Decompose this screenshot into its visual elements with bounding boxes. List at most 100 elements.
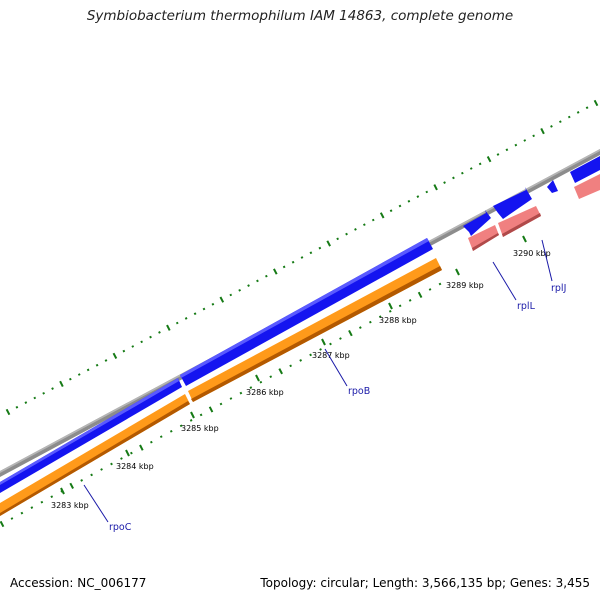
gene-arrow-4[interactable] <box>570 156 600 183</box>
rna-track <box>468 174 600 251</box>
ring-tick <box>359 326 362 329</box>
ring-tick <box>300 256 304 259</box>
ring-tick <box>131 345 135 348</box>
ring-tick <box>15 405 19 409</box>
ring-tick <box>269 375 273 379</box>
ring-tick <box>540 127 545 135</box>
ring-tick <box>318 246 322 250</box>
ring-tick <box>291 260 295 264</box>
ring-tick <box>184 317 188 320</box>
gene-pink-1[interactable] <box>468 225 499 251</box>
map-title: Symbiobacterium thermophilum IAM 14863, … <box>86 8 514 24</box>
ring-tick <box>289 364 292 368</box>
ring-tick <box>30 506 34 509</box>
gene-rpoC-forward[interactable] <box>0 378 182 493</box>
gene-pink-3[interactable] <box>574 174 600 199</box>
ring-tick <box>478 162 482 166</box>
ring-tick <box>239 391 243 395</box>
ring-tick <box>139 444 144 451</box>
ring-tick <box>130 451 133 455</box>
ring-tick <box>90 473 93 477</box>
ring-tick <box>24 401 28 404</box>
ring-tick <box>166 324 171 331</box>
inner-dotted-ring <box>0 282 442 528</box>
ring-tick <box>433 184 438 191</box>
ring-tick <box>69 377 72 381</box>
ring-tick <box>189 419 193 422</box>
ring-tick <box>496 153 500 156</box>
ring-tick <box>199 413 203 417</box>
ring-tick <box>42 391 45 395</box>
ring-tick <box>336 237 339 241</box>
forward-strand-track <box>0 156 600 493</box>
ring-tick <box>398 204 402 208</box>
ring-tick <box>0 520 5 528</box>
ring-tick <box>398 304 402 308</box>
ring-tick <box>229 293 233 297</box>
ring-tick <box>532 134 535 138</box>
gene-label-rpoB[interactable]: rpoB <box>348 386 370 397</box>
ring-tick <box>389 209 393 213</box>
ring-tick <box>469 167 473 170</box>
reverse-strand-track <box>0 258 442 516</box>
ring-tick <box>585 106 589 110</box>
ring-tick <box>40 500 44 504</box>
ring-tick <box>265 274 268 278</box>
ring-tick <box>122 349 126 353</box>
tick-label: 3288 kbp <box>379 316 417 325</box>
ring-tick <box>452 176 455 180</box>
ring-tick <box>523 139 527 142</box>
scale-ticks: 3283 kbp 3284 kbp 3285 kbp 3286 kbp 3287… <box>51 235 551 510</box>
gene-rpoB-reverse[interactable] <box>188 258 442 402</box>
ring-tick <box>80 479 83 482</box>
ring-tick <box>299 359 302 362</box>
ring-tick <box>59 380 64 388</box>
ring-tick <box>514 143 518 147</box>
gene-rpoB-forward[interactable] <box>180 238 433 386</box>
ring-tick <box>363 223 366 227</box>
ring-tick <box>443 181 446 184</box>
ring-tick <box>110 462 113 466</box>
ring-tick <box>179 424 183 428</box>
ring-tick <box>238 288 241 292</box>
tick-label: 3286 kbp <box>246 388 284 397</box>
outer-dotted-ring <box>5 99 599 416</box>
ring-tick <box>219 402 223 406</box>
ring-tick <box>50 495 54 499</box>
ring-tick <box>211 302 215 306</box>
ring-tick <box>169 429 173 433</box>
gene-label-rplJ[interactable]: rplJ <box>551 283 566 294</box>
ring-tick <box>309 251 313 255</box>
ring-tick <box>256 279 259 283</box>
ring-tick <box>120 457 123 460</box>
gene-arrow-3[interactable] <box>547 180 558 193</box>
ring-tick <box>371 218 375 222</box>
ring-tick <box>202 307 206 311</box>
gene-label-rpoC[interactable]: rpoC <box>109 522 132 533</box>
ring-tick <box>247 284 250 287</box>
accession-label: Accession: NC_006177 <box>10 576 147 590</box>
ring-tick <box>329 342 332 346</box>
tick-label: 3285 kbp <box>181 424 219 433</box>
ring-tick <box>278 368 283 375</box>
gene-arrow-1[interactable] <box>463 210 491 236</box>
ring-tick <box>417 291 423 299</box>
gene-pink-2[interactable] <box>498 206 541 237</box>
gene-arrow-2[interactable] <box>493 187 532 219</box>
tick-label: 3290 kbp <box>513 249 551 258</box>
gene-label-rplL[interactable]: rplL <box>517 301 536 312</box>
ring-tick <box>33 396 37 400</box>
ring-tick <box>77 373 81 376</box>
ring-tick <box>407 199 411 203</box>
ring-tick <box>86 368 90 372</box>
ring-tick <box>69 482 74 489</box>
ring-tick <box>576 111 580 114</box>
ring-tick <box>95 363 99 367</box>
ring-tick <box>51 387 54 390</box>
ring-tick <box>438 282 442 286</box>
ring-tick <box>326 240 331 247</box>
ring-tick <box>369 320 372 324</box>
tick-label: 3289 kbp <box>446 281 484 290</box>
ring-tick <box>559 120 562 124</box>
